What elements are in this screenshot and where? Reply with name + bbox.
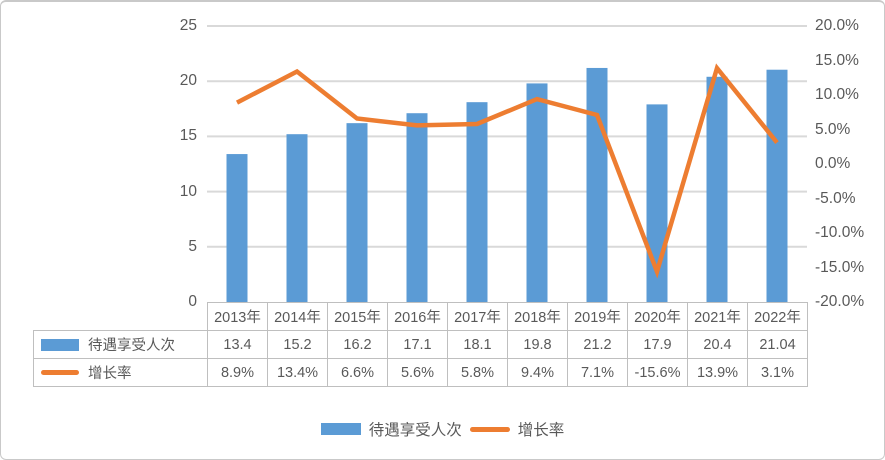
right-axis-tick: -5.0% — [815, 189, 856, 207]
table-value-cell: 6.6% — [327, 358, 388, 387]
legend-item-bars: 待遇享受人次 — [320, 418, 462, 440]
bar-2017 — [466, 102, 488, 303]
table-value-cell: 5.8% — [447, 358, 508, 387]
right-axis-tick: 10.0% — [815, 86, 859, 103]
table-year-header: 2016年 — [387, 302, 448, 331]
bar-2021 — [706, 76, 728, 302]
legend-item-line: 增长率 — [469, 418, 565, 440]
table-value-cell: 8.9% — [207, 358, 268, 387]
bar-2018 — [526, 83, 548, 303]
table-row: 增长率 8.9% 13.4% 6.6% 5.6% 5.8% 9.4% 7.1% -15.6% 13… — [33, 358, 808, 387]
left-axis-tick: 5 — [188, 237, 197, 255]
table-value-cell: 13.9% — [687, 358, 748, 387]
table-value-cell: 3.1% — [747, 358, 808, 387]
table-value-cell: 5.6% — [387, 358, 448, 387]
legend-label: 待遇享受人次 — [368, 422, 462, 439]
table-header-row: 2013年 2014年 2015年 2016年 2017年 2018年 2019年 2020年… — [34, 302, 808, 331]
right-axis-tick: 15.0% — [815, 51, 859, 69]
table-value-cell: 7.1% — [567, 358, 628, 387]
table-value-cell: -15.6% — [627, 358, 688, 387]
table-value-cell: 9.4% — [507, 358, 568, 387]
table-value-cell: 16.2 — [327, 330, 388, 359]
left-axis-tick: 20 — [179, 72, 197, 90]
table-value-cell: 17.9 — [627, 330, 688, 359]
table-value-cell: 13.4 — [207, 330, 268, 359]
bar-2016 — [406, 113, 428, 302]
left-axis-tick: 0 — [188, 293, 197, 310]
table-year-header: 2020年 — [627, 302, 688, 331]
table-row-label: 增长率 — [33, 358, 208, 387]
table-year-header: 2019年 — [567, 302, 628, 331]
bar-2013 — [226, 154, 248, 302]
right-axis-tick: -20.0% — [815, 293, 865, 310]
table-year-header: 2013年 — [207, 302, 268, 331]
table-year-header: 2022年 — [747, 302, 808, 331]
table-row: 待遇享受人次 13.4 15.2 16.2 17.1 18.1 19.8 21.2 17.9 20… — [33, 330, 808, 359]
left-axis-tick: 25 — [179, 17, 197, 34]
table-value-cell: 17.1 — [387, 330, 448, 359]
table-year-header: 2021年 — [687, 302, 748, 331]
legend-line-swatch-icon — [469, 426, 510, 432]
right-axis-tick: 0.0% — [815, 155, 851, 172]
table-year-header: 2015年 — [327, 302, 388, 331]
bar-series-swatch-icon — [41, 339, 79, 351]
bar-2019 — [586, 67, 608, 303]
table-year-header: 2014年 — [267, 302, 328, 331]
growth-rate-line — [235, 63, 779, 279]
table-value-cell: 21.2 — [567, 330, 628, 359]
bar-2014 — [286, 134, 308, 302]
table-value-cell: 15.2 — [267, 330, 328, 359]
chart-data-table: 2013年 2014年 2015年 2016年 2017年 2018年 2019年 2020年… — [33, 302, 808, 387]
table-value-cell: 13.4% — [267, 358, 328, 387]
series-name: 增长率 — [88, 366, 132, 382]
table-row-label: 待遇享受人次 — [33, 330, 208, 359]
table-value-cell: 18.1 — [447, 330, 508, 359]
legend-bar-swatch-icon — [320, 423, 361, 435]
series-name: 待遇享受人次 — [88, 338, 175, 354]
right-axis-tick: 5.0% — [815, 120, 851, 138]
line-series-swatch-icon — [41, 370, 79, 375]
table-corner-cell — [34, 303, 208, 331]
table-year-header: 2018年 — [507, 302, 568, 331]
left-axis-tick: 10 — [179, 182, 197, 200]
bar-2022 — [766, 69, 788, 302]
right-axis-tick: 20.0% — [815, 17, 859, 34]
bar-2015 — [346, 123, 368, 302]
left-axis-tick: 15 — [179, 127, 197, 145]
table-value-cell: 21.04 — [747, 330, 808, 359]
right-axis-tick: -10.0% — [815, 224, 865, 241]
table-value-cell: 19.8 — [507, 330, 568, 359]
legend-label: 增长率 — [517, 422, 565, 439]
table-year-header: 2017年 — [447, 302, 508, 331]
right-axis-tick: -15.0% — [815, 258, 865, 276]
chart-legend: 待遇享受人次 增长率 — [1, 418, 884, 440]
table-value-cell: 20.4 — [687, 330, 748, 359]
